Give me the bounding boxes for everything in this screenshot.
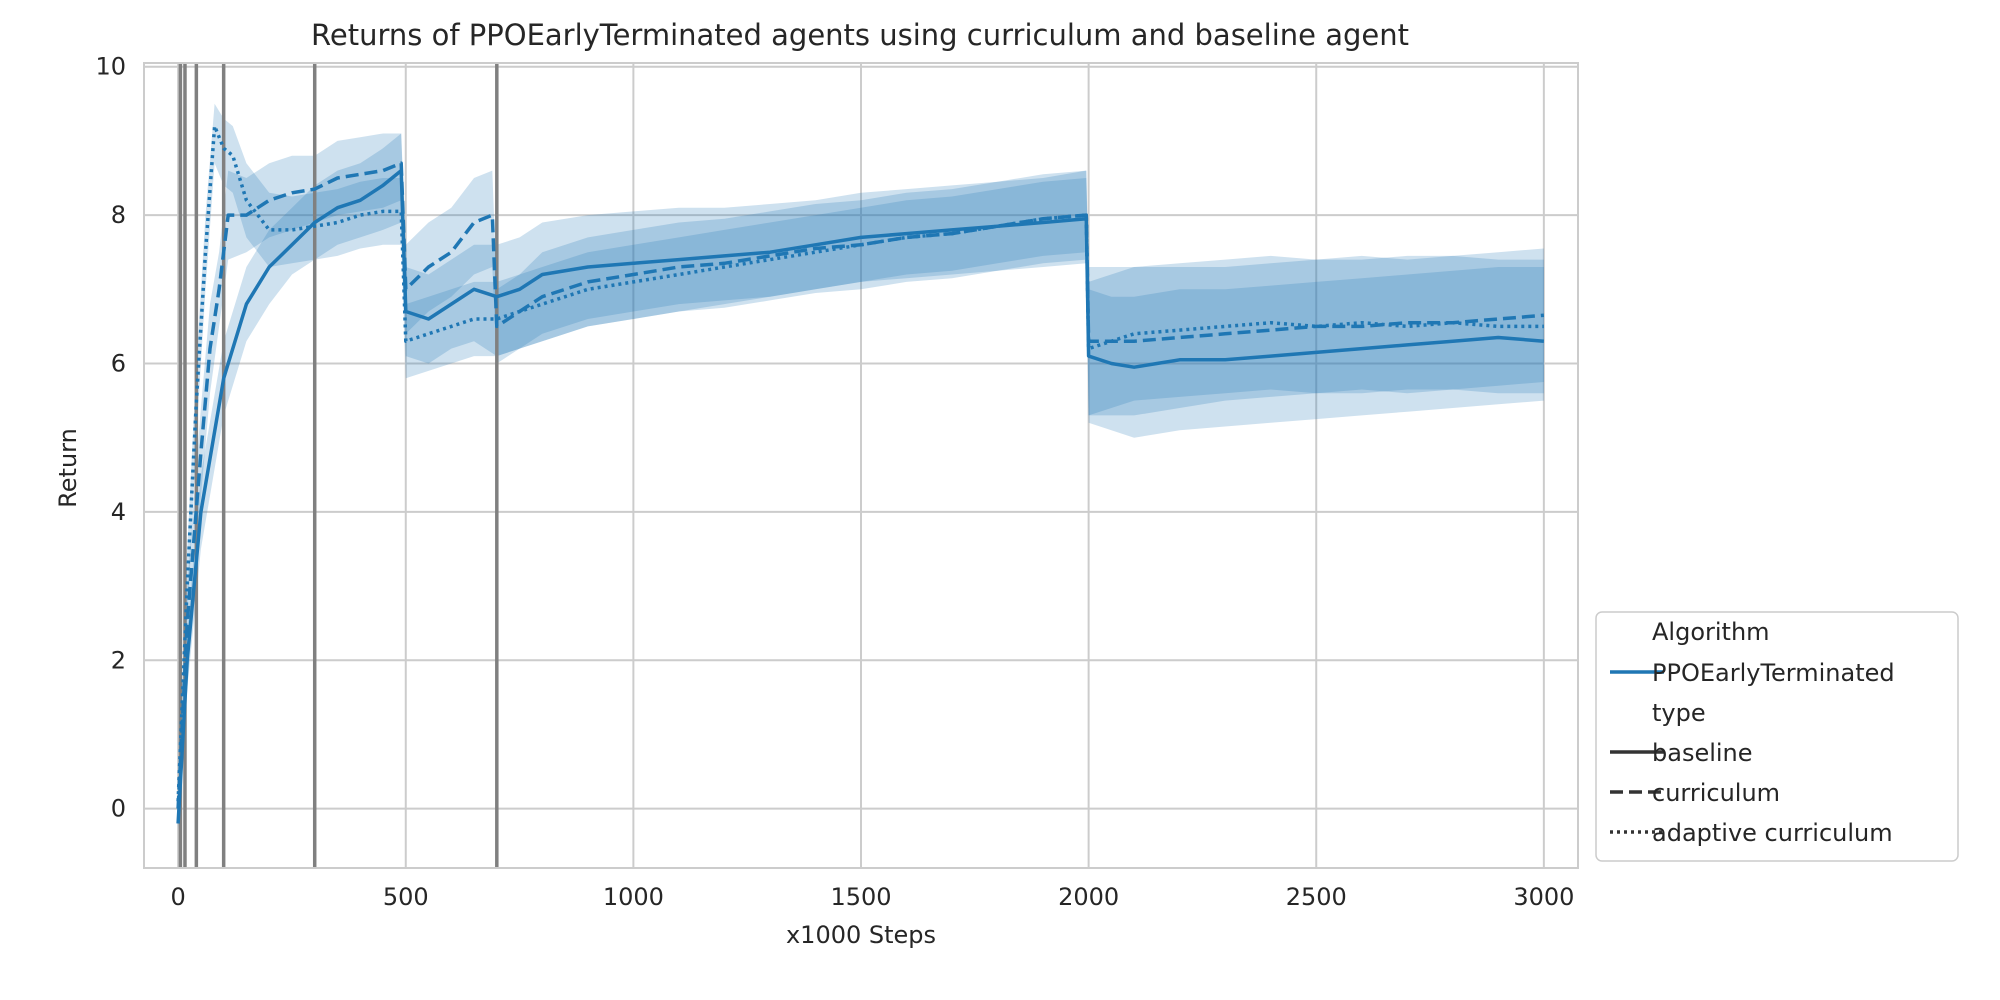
legend-header-algorithm: Algorithm — [1652, 618, 1770, 646]
y-tick-label: 10 — [95, 53, 126, 81]
y-axis-ticks: 0 2 4 6 8 10 — [95, 53, 126, 823]
x-tick-label: 1500 — [830, 883, 891, 911]
grid-lines — [144, 63, 1578, 868]
y-tick-label: 2 — [111, 646, 126, 674]
x-tick-label: 1000 — [603, 883, 664, 911]
legend-item-curriculum: curriculum — [1652, 779, 1780, 807]
x-tick-label: 2500 — [1286, 883, 1347, 911]
x-tick-label: 3000 — [1513, 883, 1574, 911]
legend-box — [1595, 611, 1959, 862]
legend-header-type: type — [1652, 699, 1706, 727]
y-tick-label: 8 — [111, 201, 126, 229]
y-tick-label: 6 — [111, 349, 126, 377]
curriculum-vertical-lines — [178, 63, 499, 868]
confidence-band-baseline — [178, 133, 1544, 831]
chart-title: Returns of PPOEarlyTerminated agents usi… — [311, 18, 1409, 52]
x-tick-label: 500 — [383, 883, 429, 911]
series-line-adaptive-curriculum — [176, 124, 1544, 802]
x-tick-label: 2000 — [1058, 883, 1119, 911]
plot-frame — [143, 62, 1579, 869]
confidence-band-curriculum — [178, 133, 1544, 817]
x-tick-label: 0 — [171, 883, 186, 911]
y-tick-label: 4 — [111, 498, 126, 526]
legend-item-baseline: baseline — [1652, 739, 1753, 767]
x-axis-ticks: 0 500 1000 1500 2000 2500 3000 — [171, 883, 1575, 911]
y-axis-label: Return — [54, 428, 82, 508]
legend: Algorithm PPOEarlyTerminated type baseli… — [1595, 611, 1959, 862]
series-line-curriculum — [176, 161, 1545, 809]
legend-item-algorithm: PPOEarlyTerminated — [1652, 659, 1895, 687]
series-lines — [176, 124, 1545, 824]
series-line-baseline — [176, 168, 1545, 824]
confidence-band-adaptive-curriculum — [178, 103, 1544, 809]
x-axis-label: x1000 Steps — [786, 921, 936, 949]
legend-item-adaptive-curriculum: adaptive curriculum — [1652, 819, 1893, 847]
y-tick-label: 0 — [111, 795, 126, 823]
confidence-bands — [178, 103, 1544, 831]
